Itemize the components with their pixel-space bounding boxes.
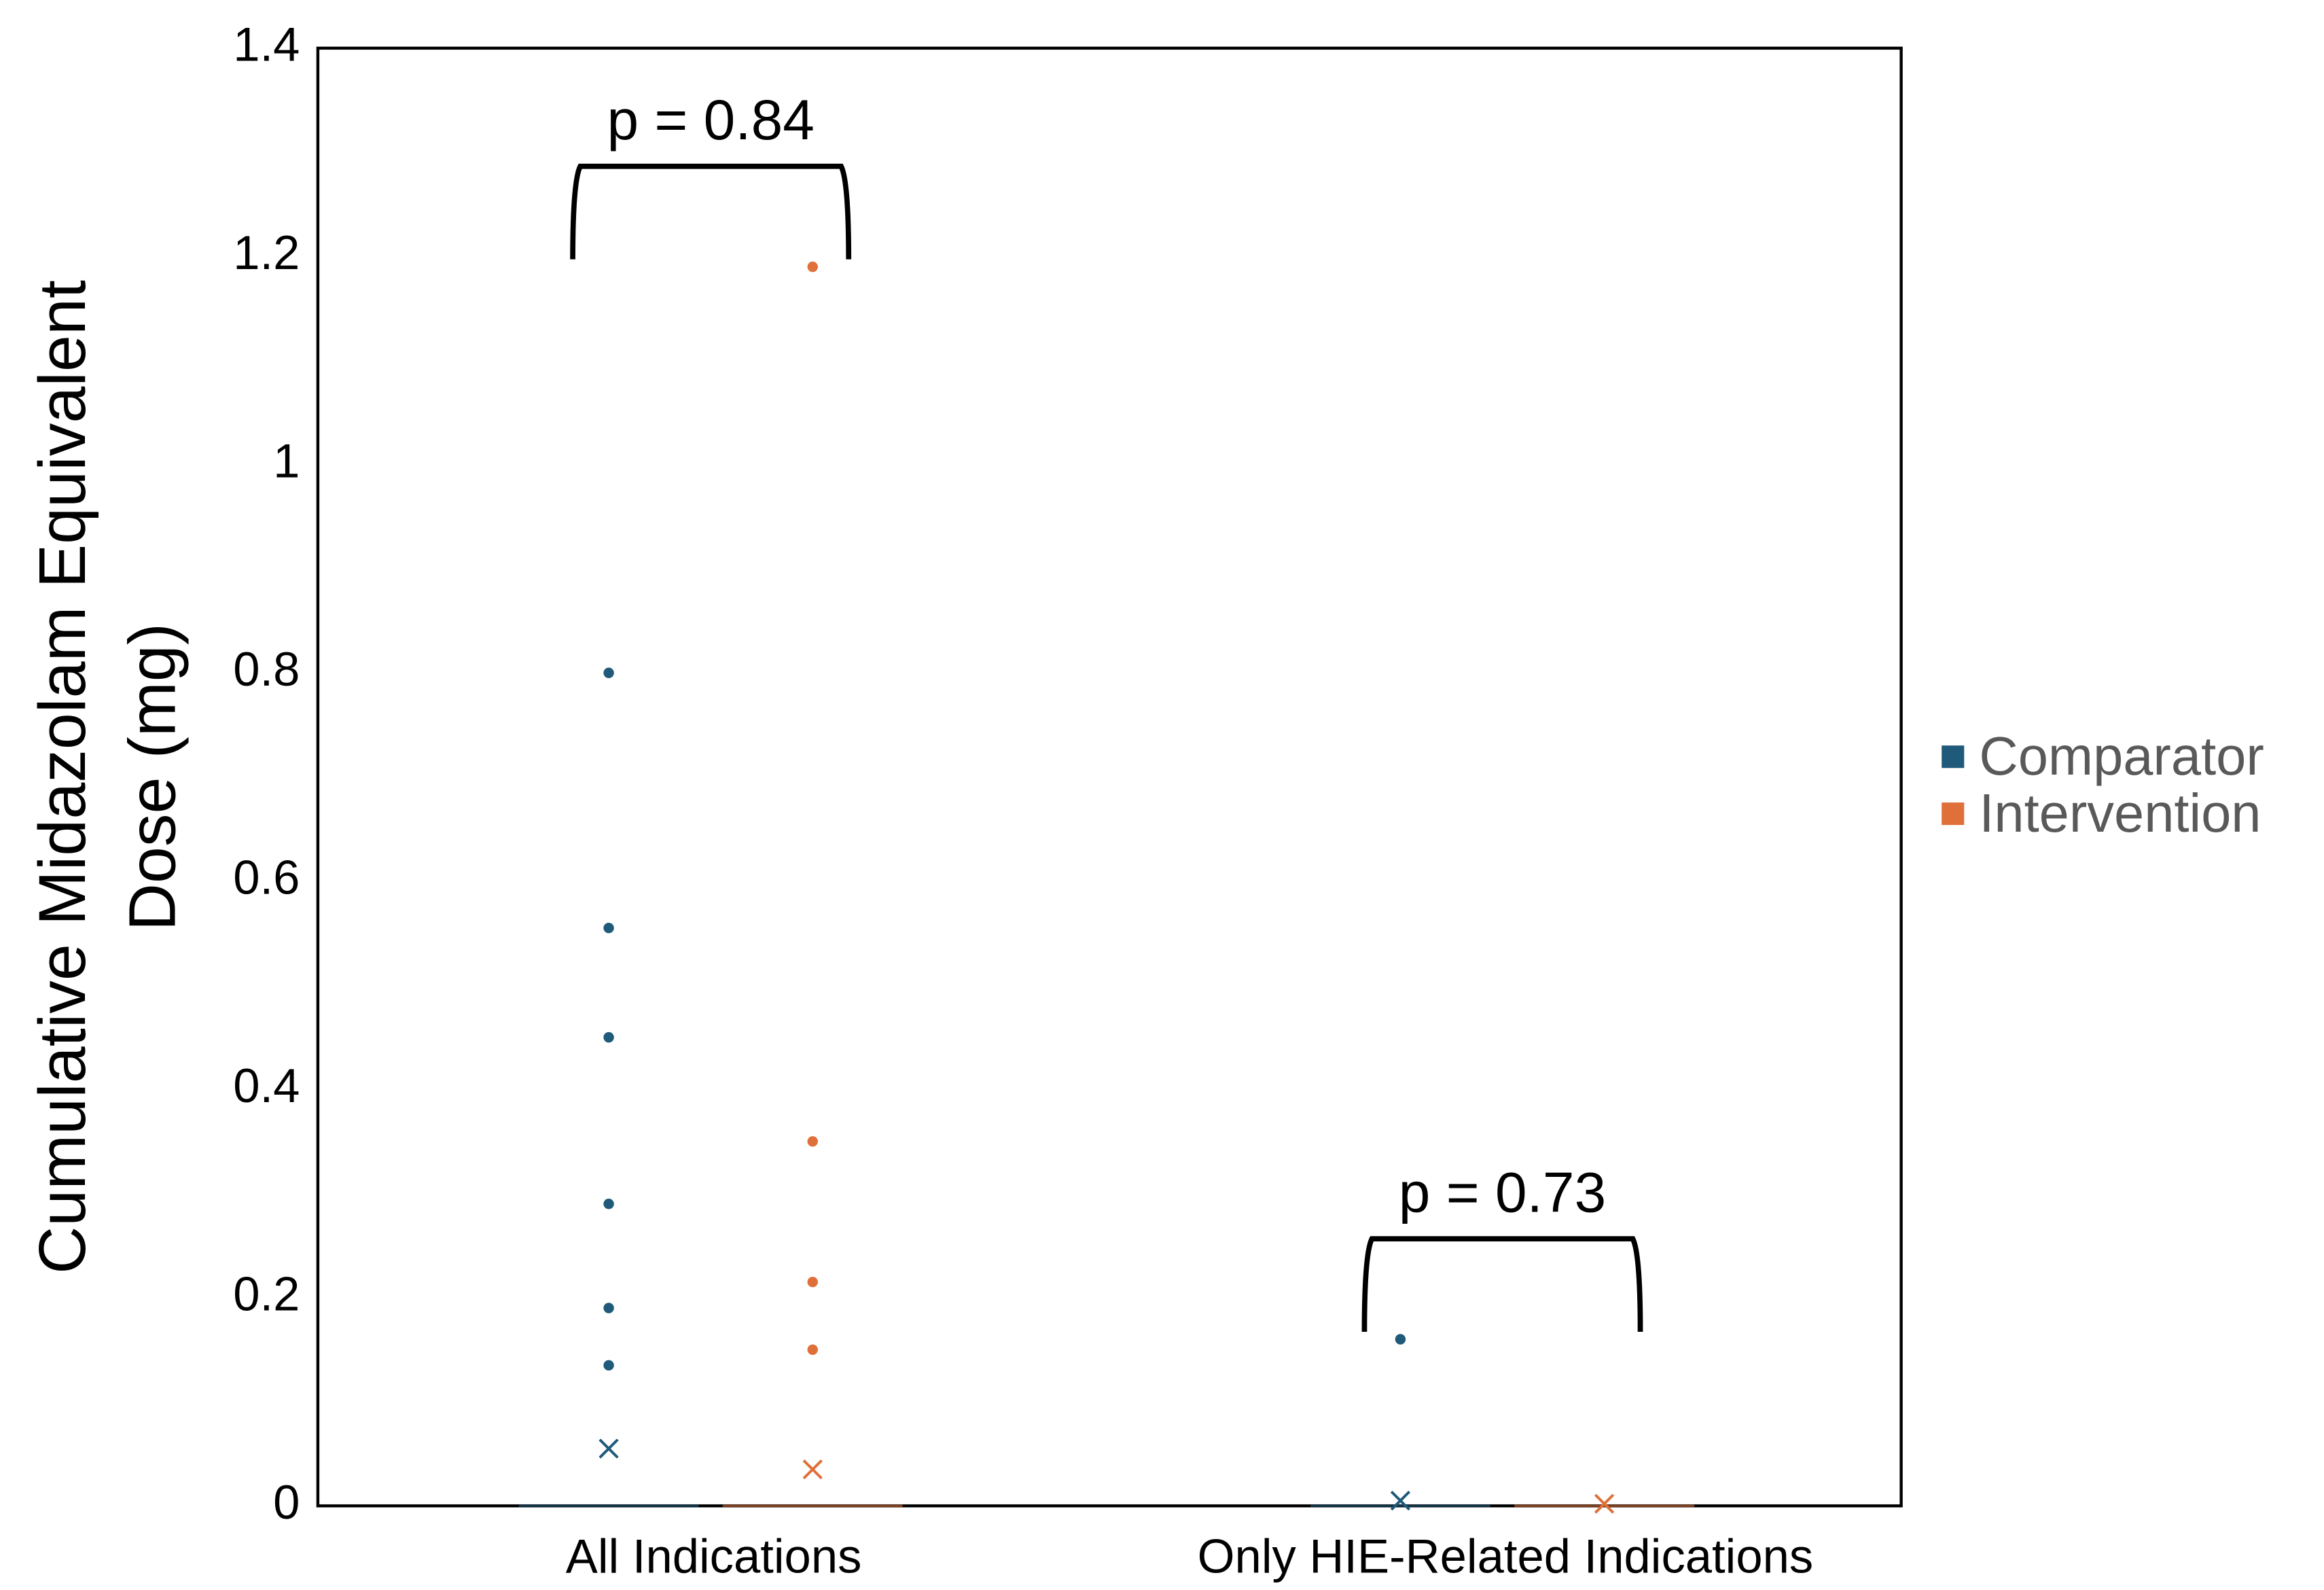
mean-marker [1594, 1494, 1615, 1514]
outlier-point [603, 1303, 614, 1313]
outlier-point [603, 1199, 614, 1209]
legend-swatch [1942, 802, 1965, 826]
y-axis-title: Dose (mg) [115, 623, 189, 931]
outlier-point [603, 1031, 614, 1043]
p-value-annotation: p = 0.84 [607, 88, 814, 152]
p-value-annotation: p = 0.73 [1399, 1160, 1606, 1224]
mean-marker [598, 1438, 619, 1459]
legend-label: Comparator [1979, 726, 2264, 786]
mean-marker [1390, 1490, 1411, 1511]
y-tick-label: 1.4 [233, 18, 300, 71]
plot-frame [316, 46, 1903, 1508]
significance-bracket [1361, 1236, 1643, 1332]
y-tick-label: 1 [273, 434, 300, 487]
x-tick-label: All Indications [566, 1529, 862, 1583]
outlier-point [807, 1136, 818, 1147]
y-tick-label: 0.8 [233, 642, 300, 696]
outlier-point [603, 1360, 614, 1371]
y-tick-label: 0.6 [233, 850, 300, 904]
mean-marker [802, 1459, 823, 1480]
significance-bracket [570, 163, 852, 260]
y-tick-label: 1.2 [233, 226, 300, 279]
legend-label: Intervention [1979, 783, 2261, 843]
y-tick-label: 0.4 [233, 1059, 300, 1112]
y-tick-label: 0.2 [233, 1267, 300, 1320]
outlier-point [807, 1276, 818, 1288]
outlier-point [603, 667, 614, 679]
legend-swatch [1942, 745, 1965, 768]
outlier-point [1395, 1334, 1406, 1345]
outlier-point [807, 1344, 818, 1356]
y-tick-label: 0 [273, 1475, 300, 1529]
outlier-point [603, 922, 614, 934]
outlier-point [807, 261, 818, 272]
y-axis-title: Cumulative Midazolam Equivalent [25, 280, 99, 1274]
x-tick-label: Only HIE-Related Indications [1198, 1529, 1814, 1583]
